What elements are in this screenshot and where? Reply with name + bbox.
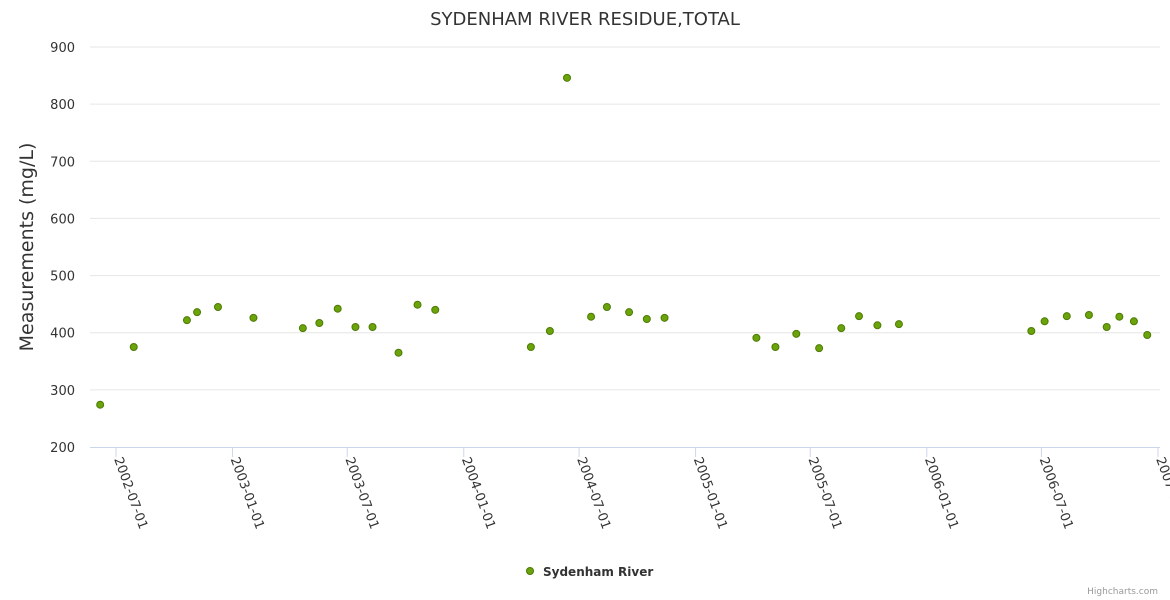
x-tick-label: 2004-01-01	[458, 455, 498, 531]
y-tick-label: 300	[50, 384, 75, 399]
data-point[interactable]	[1143, 331, 1152, 339]
data-point[interactable]	[526, 343, 535, 351]
data-point[interactable]	[1040, 317, 1049, 326]
data-point[interactable]	[1102, 323, 1111, 331]
data-point[interactable]	[587, 312, 596, 321]
y-tick-label: 400	[50, 327, 75, 342]
data-point[interactable]	[182, 316, 191, 325]
y-axis-label: Measurements (mg/L)	[16, 143, 38, 352]
data-point[interactable]	[894, 320, 903, 329]
data-point[interactable]	[298, 324, 307, 333]
data-point[interactable]	[315, 319, 324, 327]
x-tick-label: 2006-01-01	[921, 455, 961, 531]
legend-item-sydenham-river[interactable]: Sydenham River	[526, 565, 654, 579]
data-point[interactable]	[351, 323, 360, 331]
data-point[interactable]	[1084, 311, 1093, 319]
data-point[interactable]	[752, 333, 761, 342]
data-point[interactable]	[1027, 327, 1036, 335]
y-tick-label: 700	[50, 155, 75, 170]
x-tick-label: 2004-07-01	[573, 455, 613, 531]
credits-link[interactable]: Highcharts.com	[1087, 587, 1158, 597]
x-tick-label: 2003-07-01	[341, 455, 381, 531]
data-point[interactable]	[431, 305, 440, 314]
data-point[interactable]	[563, 73, 572, 82]
data-point[interactable]	[1129, 317, 1138, 326]
data-point[interactable]	[602, 303, 611, 311]
data-point[interactable]	[815, 344, 824, 353]
data-point[interactable]	[413, 300, 422, 309]
x-tick-label: 2006-07-01	[1036, 455, 1076, 531]
x-tick-label: 2005-07-01	[804, 455, 844, 531]
data-point[interactable]	[1115, 312, 1124, 321]
y-tick-label: 200	[50, 441, 75, 456]
data-point[interactable]	[129, 343, 138, 351]
legend-label: Sydenham River	[543, 565, 653, 579]
data-point[interactable]	[1062, 312, 1071, 321]
data-point[interactable]	[394, 348, 403, 357]
y-tick-label: 800	[50, 98, 75, 113]
y-tick-label: 500	[50, 270, 75, 285]
data-point[interactable]	[368, 323, 377, 331]
data-point[interactable]	[873, 321, 882, 330]
data-point[interactable]	[837, 324, 846, 333]
data-point[interactable]	[642, 315, 651, 323]
y-tick-label: 600	[50, 212, 75, 227]
data-point[interactable]	[660, 313, 669, 322]
data-point[interactable]	[213, 303, 222, 311]
chart-title: SYDENHAM RIVER RESIDUE,TOTAL	[430, 9, 740, 30]
x-tick-label: 2003-01-01	[227, 455, 267, 531]
data-point[interactable]	[771, 343, 780, 351]
x-tick-label: 2007-01-01	[1152, 455, 1170, 531]
x-tick-label: 2002-07-01	[110, 455, 150, 531]
data-point[interactable]	[545, 327, 554, 335]
data-point[interactable]	[333, 304, 342, 313]
data-point[interactable]	[855, 312, 864, 321]
data-point[interactable]	[249, 313, 258, 322]
legend-marker	[526, 567, 534, 575]
x-tick-label: 2005-01-01	[690, 455, 730, 531]
data-point[interactable]	[193, 308, 202, 317]
data-point[interactable]	[625, 308, 634, 317]
data-point[interactable]	[96, 400, 105, 409]
y-tick-label: 900	[50, 41, 75, 56]
data-point[interactable]	[792, 329, 801, 338]
